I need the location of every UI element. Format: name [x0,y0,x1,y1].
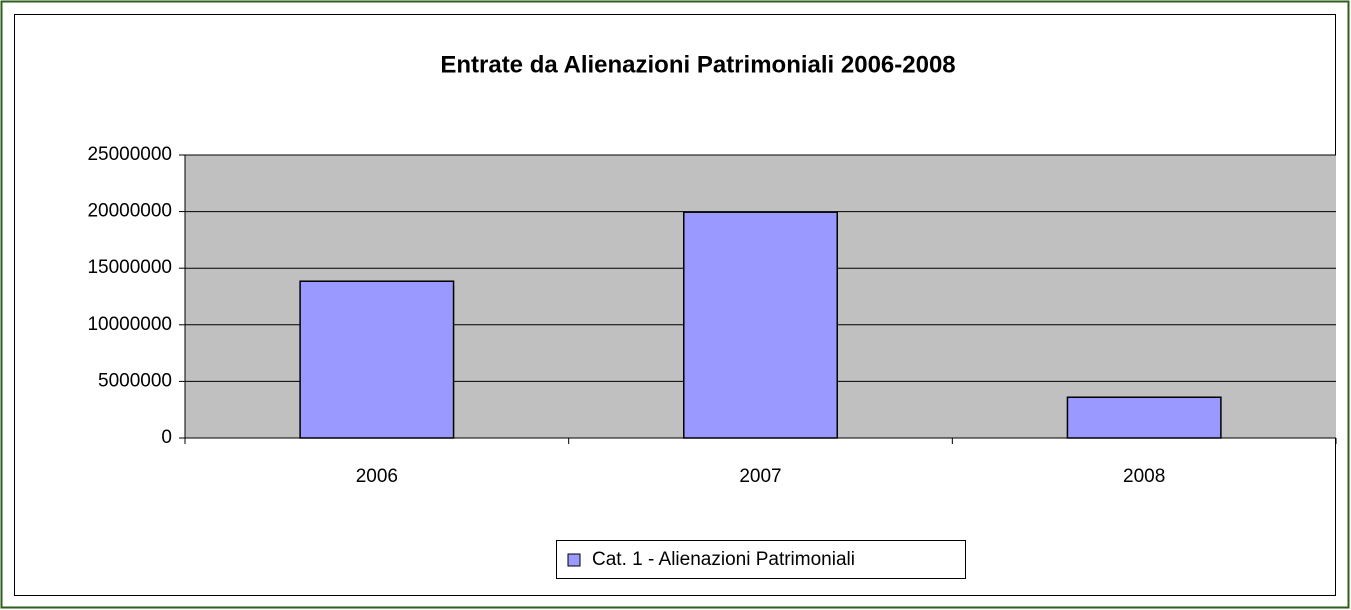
x-tick-label: 2007 [739,466,781,487]
chart-title: Entrate da Alienazioni Patrimoniali 2006… [440,51,955,78]
bar [683,211,838,439]
x-tick-label: 2008 [1123,466,1165,487]
bar [1066,396,1222,439]
y-tick-label: 20000000 [87,201,172,222]
y-tick-label: 15000000 [87,257,172,278]
x-tick-label: 2006 [356,466,398,487]
y-tick-label: 0 [161,427,172,448]
y-tick-label: 5000000 [98,370,172,391]
bar [299,280,455,439]
legend-label: Cat. 1 - Alienazioni Patrimoniali [592,549,855,570]
y-tick-label: 10000000 [87,314,172,335]
legend-box [556,540,966,579]
legend-marker [567,553,581,567]
y-tick-label: 25000000 [87,144,172,165]
